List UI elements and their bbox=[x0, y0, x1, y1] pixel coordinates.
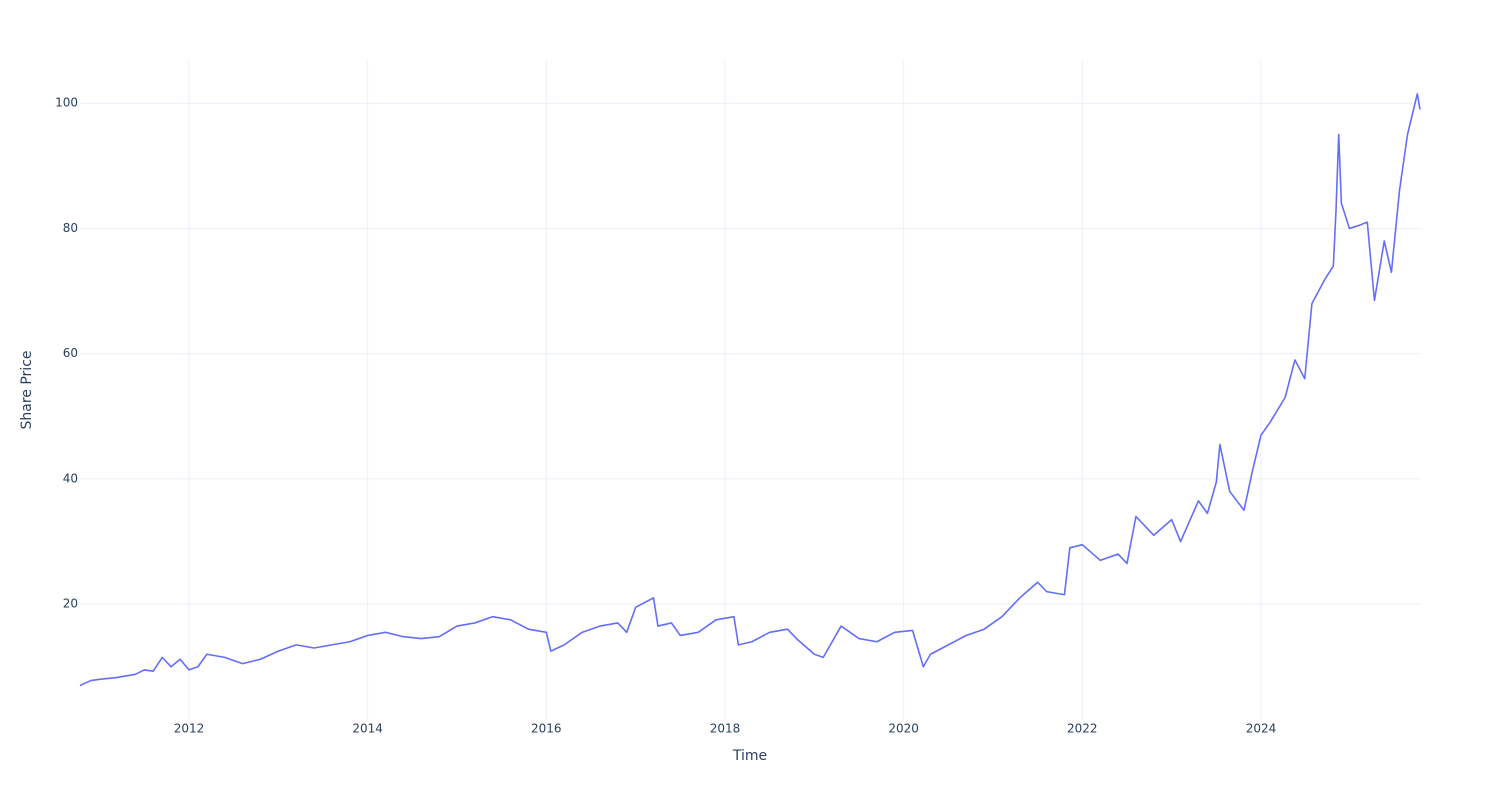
y-axis-title: Share Price bbox=[19, 350, 35, 429]
price-line bbox=[79, 93, 1421, 687]
y-tick-label: 100 bbox=[55, 96, 78, 110]
x-tick-label: 2018 bbox=[710, 722, 741, 736]
x-tick-label: 2024 bbox=[1246, 722, 1277, 736]
x-tick-label: 2014 bbox=[352, 722, 383, 736]
y-tick-label: 80 bbox=[63, 221, 78, 235]
y-tick-label: 60 bbox=[63, 346, 78, 360]
x-tick-label: 2012 bbox=[174, 722, 205, 736]
x-tick-label: 2020 bbox=[888, 722, 919, 736]
x-axis-title: Time bbox=[732, 748, 767, 764]
x-tick-label: 2016 bbox=[531, 722, 562, 736]
y-tick-label: 20 bbox=[63, 597, 78, 611]
y-tick-label: 40 bbox=[63, 471, 78, 485]
x-tick-label: 2022 bbox=[1067, 722, 1098, 736]
